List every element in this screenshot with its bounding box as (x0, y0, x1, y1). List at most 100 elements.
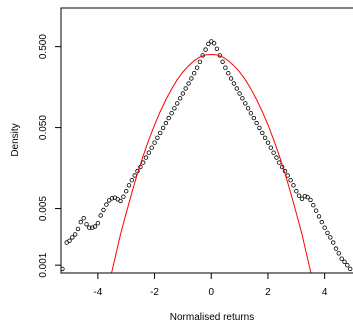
y-tick-label: 0.050 (38, 115, 49, 140)
data-point (223, 65, 228, 70)
data-point (206, 41, 211, 47)
data-point (319, 219, 324, 225)
data-point (160, 125, 166, 131)
data-point (70, 235, 75, 240)
data-point (67, 238, 72, 243)
data-point (109, 196, 115, 201)
data-point (291, 183, 296, 188)
data-point (296, 193, 302, 198)
data-point (260, 130, 265, 136)
data-point (149, 145, 154, 150)
data-point (325, 230, 330, 236)
y-tick-label: 0.005 (38, 196, 49, 221)
data-point (129, 177, 135, 183)
data-point (348, 266, 353, 272)
data-point (180, 91, 186, 96)
data-point (305, 194, 310, 200)
data-point (268, 145, 273, 150)
data-point (106, 198, 112, 203)
x-tick-label: 0 (208, 287, 214, 298)
data-point (152, 140, 157, 145)
data-point (228, 76, 234, 81)
data-point (214, 46, 220, 51)
x-axis-label: Normalised returns (170, 312, 254, 323)
data-point (75, 226, 81, 232)
data-point (333, 246, 339, 251)
data-point (98, 213, 103, 218)
data-point (265, 140, 271, 145)
data-point (169, 110, 174, 116)
data-point (146, 150, 152, 155)
data-point (302, 193, 307, 199)
data-point (81, 215, 86, 221)
data-point (84, 222, 89, 227)
data-point (257, 125, 262, 131)
data-point (313, 208, 319, 213)
data-point (311, 202, 316, 208)
data-point (92, 224, 98, 229)
data-point (183, 86, 188, 91)
data-point (299, 196, 305, 201)
data-point (271, 150, 276, 155)
data-point (186, 81, 191, 86)
data-point (274, 155, 279, 160)
normal-fit-curve (111, 53, 312, 273)
data-point (245, 106, 251, 111)
data-point (132, 173, 137, 178)
data-point (87, 225, 92, 230)
data-point (189, 76, 194, 81)
data-point (121, 194, 126, 199)
data-point (197, 59, 203, 64)
data-point (194, 65, 200, 70)
data-point (277, 160, 282, 165)
x-tick-label: -2 (150, 287, 159, 298)
data-point (308, 197, 313, 203)
data-point (211, 41, 217, 46)
data-point (155, 135, 160, 140)
data-point (285, 173, 290, 178)
data-point (336, 251, 341, 256)
data-point (231, 81, 237, 86)
axes: -4 -2 0 2 4 0.001 0.005 0.050 0.500 (38, 7, 353, 298)
data-point (251, 115, 256, 121)
data-point (172, 106, 177, 111)
data-point (203, 47, 208, 52)
data-point (240, 96, 245, 101)
data-point (191, 70, 197, 76)
data-point (288, 177, 293, 183)
y-axis-label: Density (10, 123, 21, 156)
data-point (254, 120, 259, 126)
data-point (220, 59, 225, 64)
data-point (177, 96, 183, 101)
data-point (123, 188, 129, 194)
data-point (61, 266, 65, 272)
data-point (237, 91, 242, 96)
data-point (243, 101, 248, 106)
data-point (118, 198, 123, 204)
data-point (166, 115, 171, 121)
data-point (104, 202, 109, 207)
data-point (163, 120, 169, 126)
data-point (322, 225, 327, 230)
data-point (234, 86, 239, 91)
x-tick-label: -4 (93, 287, 102, 298)
x-tick-label: 2 (265, 287, 271, 298)
data-point (126, 183, 132, 188)
plot-content (61, 39, 353, 273)
plot-frame (60, 7, 353, 274)
data-point (262, 135, 268, 140)
data-point (328, 235, 333, 240)
data-point (157, 130, 163, 136)
data-point (72, 232, 78, 237)
data-point (345, 263, 350, 268)
data-point (78, 219, 83, 225)
data-point (143, 155, 149, 160)
data-point (316, 214, 322, 219)
data-point (226, 70, 231, 76)
x-tick-label: 4 (322, 287, 328, 298)
data-point (339, 256, 344, 261)
data-point (140, 160, 146, 165)
data-point (101, 207, 106, 213)
y-tick-label: 0.500 (38, 34, 49, 59)
